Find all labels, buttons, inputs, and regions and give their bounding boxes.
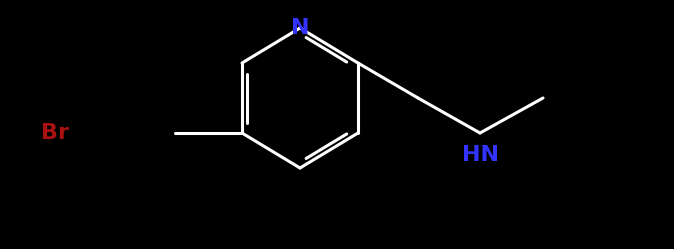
Text: HN: HN [462, 145, 499, 165]
Text: Br: Br [41, 123, 69, 143]
Text: N: N [290, 18, 309, 38]
